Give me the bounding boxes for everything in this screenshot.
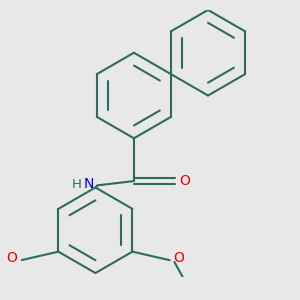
Text: H: H <box>72 178 82 191</box>
Text: methyl: methyl <box>0 296 2 297</box>
Text: O: O <box>179 174 190 188</box>
Text: N: N <box>83 177 94 191</box>
Text: O: O <box>173 251 184 265</box>
Text: O: O <box>6 251 17 265</box>
Text: methoxy: methoxy <box>0 296 6 297</box>
